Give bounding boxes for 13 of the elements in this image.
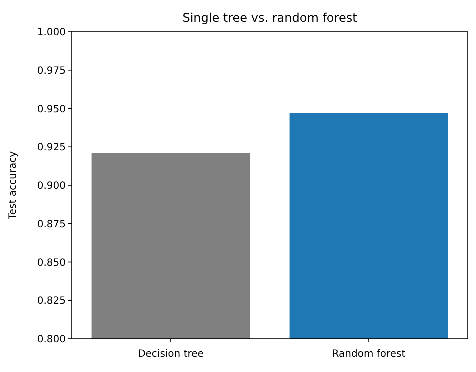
y-tick-label: 0.950 <box>37 104 66 116</box>
y-tick-label: 0.825 <box>37 296 66 308</box>
y-tick-label: 0.925 <box>37 142 66 154</box>
y-tick-label: 0.800 <box>37 334 66 346</box>
y-axis-title: Test accuracy <box>8 151 19 220</box>
x-tick-label: Decision tree <box>138 349 204 360</box>
y-tick-label: 0.975 <box>37 66 66 77</box>
y-tick-label: 0.900 <box>37 181 66 192</box>
y-tick-label: 0.850 <box>37 258 66 269</box>
y-tick-label: 1.000 <box>37 28 66 38</box>
chart-title: Single tree vs. random forest <box>182 11 358 25</box>
y-tick-label: 0.875 <box>37 219 66 230</box>
x-tick-label: Random forest <box>332 349 406 360</box>
